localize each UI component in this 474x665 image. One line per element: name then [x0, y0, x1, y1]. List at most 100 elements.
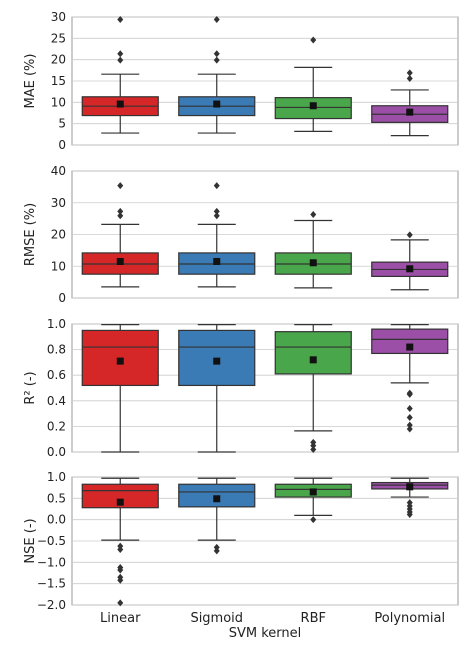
mean-marker	[116, 100, 124, 108]
y-tick-label: 0.6	[47, 368, 66, 382]
y-tick-label: 0.0	[47, 445, 66, 459]
outlier-point	[213, 547, 220, 555]
panel-3: 0.0 0.2 0.4 0.6 0.8 1.0 R² (-)	[23, 317, 459, 459]
x-axis-tick-labels: Linear Sigmoid RBF Polynomial	[100, 611, 445, 626]
y-tick-label: 25	[51, 31, 66, 45]
outlier-point	[117, 546, 124, 554]
outlier-point	[406, 389, 413, 397]
outlier-point	[117, 56, 124, 64]
y-tick-label: 10	[51, 259, 66, 273]
y-tick-label: −2.0	[37, 598, 66, 612]
y-tick-label: 1.0	[47, 317, 66, 331]
y-tick-label: 1.0	[47, 470, 66, 484]
outlier-point	[406, 425, 413, 433]
y-tick-label: 0.4	[47, 394, 66, 408]
y-tick-label: 0.8	[47, 343, 66, 357]
mean-marker	[309, 488, 317, 496]
mean-marker	[213, 495, 221, 503]
box-linear	[81, 324, 159, 453]
mean-marker	[116, 357, 124, 365]
mean-marker	[116, 257, 124, 265]
outlier-point	[117, 566, 124, 574]
y-tick-label: 0.5	[47, 491, 66, 505]
y-tick-label: 15	[51, 74, 66, 88]
outlier-point	[117, 182, 124, 190]
mean-marker	[213, 100, 221, 108]
box-linear	[81, 477, 159, 607]
x-tick-label: Polynomial	[374, 611, 445, 626]
outlier-point	[310, 516, 317, 524]
box-rbf	[274, 210, 352, 289]
box-polynomial	[371, 231, 449, 291]
mean-marker	[116, 498, 124, 506]
iqr-box	[274, 331, 352, 375]
outlier-point	[310, 445, 317, 453]
box-sigmoid	[178, 182, 256, 288]
outlier-point	[310, 36, 317, 44]
box-linear	[81, 182, 159, 288]
outlier-point	[406, 499, 413, 507]
y-tick-label: 20	[51, 53, 66, 67]
mean-marker	[309, 356, 317, 364]
outlier-point	[310, 210, 317, 218]
outlier-point	[117, 50, 124, 58]
outlier-point	[117, 576, 124, 584]
mean-marker	[213, 257, 221, 265]
y-tick-label: 0	[58, 138, 66, 152]
mean-marker	[309, 102, 317, 110]
box-rbf	[274, 36, 352, 132]
y-tick-label: −1.5	[37, 577, 66, 591]
x-tick-label: RBF	[301, 611, 326, 626]
y-axis-label: NSE (-)	[23, 518, 38, 563]
y-tick-label: 0.2	[47, 419, 66, 433]
outlier-point	[117, 16, 124, 24]
box-rbf	[274, 324, 352, 453]
outlier-point	[406, 413, 413, 421]
y-axis-label: MAE (%)	[23, 54, 38, 109]
y-tick-label: −1.0	[37, 555, 66, 569]
outlier-point	[117, 207, 124, 215]
y-axis-label: R² (-)	[23, 371, 38, 404]
box-polynomial	[371, 324, 449, 433]
y-tick-label: 20	[51, 228, 66, 242]
outlier-point	[213, 16, 220, 24]
y-tick-label: 0.0	[47, 513, 66, 527]
outlier-point	[213, 182, 220, 190]
outlier-point	[310, 438, 317, 446]
y-tick-label: 5	[58, 117, 66, 131]
box-sigmoid	[178, 324, 256, 453]
outlier-point	[213, 50, 220, 58]
y-tick-label: 10	[51, 95, 66, 109]
box-sigmoid	[178, 16, 256, 134]
panel-2: 0 10 20 30 40 RMSE (%)	[23, 164, 459, 305]
x-axis-label: SVM kernel	[229, 626, 302, 641]
outlier-point	[406, 421, 413, 429]
mean-marker	[309, 259, 317, 267]
y-tick-label: −0.5	[37, 534, 66, 548]
y-axis-label: RMSE (%)	[23, 203, 38, 266]
box-sigmoid	[178, 477, 256, 555]
mean-marker	[213, 357, 221, 365]
box-polynomial	[371, 477, 449, 519]
x-tick-label: Sigmoid	[190, 611, 243, 626]
outlier-point	[117, 599, 124, 607]
x-tick-label: Linear	[100, 611, 141, 626]
mean-marker	[406, 108, 414, 116]
mean-marker	[406, 265, 414, 273]
outlier-point	[117, 212, 124, 220]
box-linear	[81, 16, 159, 134]
mean-marker	[406, 483, 414, 491]
box-polynomial	[371, 69, 449, 137]
panel-1: 0 5 10 15 20 25 30 MAE (%)	[23, 10, 459, 152]
y-tick-label: 30	[51, 10, 66, 24]
outlier-point	[213, 212, 220, 220]
outlier-point	[406, 74, 413, 82]
outlier-point	[406, 231, 413, 239]
y-tick-label: 40	[51, 164, 66, 178]
box-rbf	[274, 477, 352, 524]
outlier-point	[406, 404, 413, 412]
outlier-point	[406, 69, 413, 77]
y-tick-label: 30	[51, 196, 66, 210]
